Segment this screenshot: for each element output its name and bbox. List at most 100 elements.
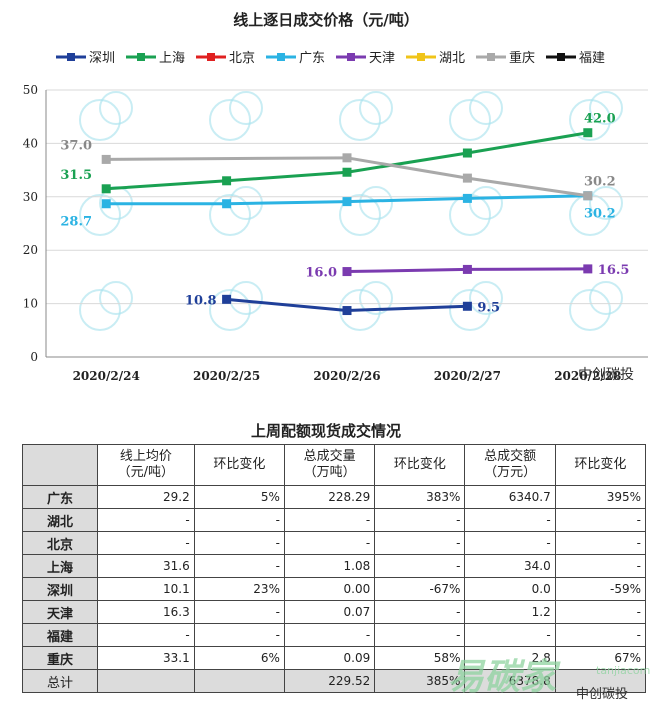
cell-turnover: 2.8 bbox=[464, 646, 556, 670]
price-chart: 线上逐日成交价格（元/吨） 深圳 上海 北京 广东 天津 湖北 重庆 福建 0 10 20 30 40 50… bbox=[23, 11, 648, 383]
row-region: 北京 bbox=[22, 531, 98, 555]
table-body: 广东 29.2 5% 228.29 383% 6340.7 395% 湖北 - … bbox=[22, 485, 647, 693]
data-label-4: 16.0 bbox=[305, 266, 337, 281]
series-line-3 bbox=[346, 196, 468, 204]
cell-volume-change: - bbox=[374, 554, 466, 578]
series-line-4 bbox=[467, 267, 588, 271]
y-tick-label: 50 bbox=[23, 83, 38, 97]
header-volume-change: 环比变化 bbox=[374, 444, 466, 486]
legend-label-2: 北京 bbox=[229, 51, 255, 66]
chart-title: 线上逐日成交价格（元/吨） bbox=[233, 11, 418, 29]
cell-volume-change: - bbox=[374, 531, 466, 555]
watermark-circle bbox=[569, 289, 611, 331]
series-line-1 bbox=[226, 170, 348, 183]
watermark-circle bbox=[209, 194, 251, 236]
table-row: 上海 31.6 - 1.08 - 34.0 - bbox=[22, 554, 647, 578]
watermark-circle bbox=[589, 91, 623, 125]
x-tick-label: 2020/2/28 bbox=[554, 369, 621, 383]
legend-marker-4 bbox=[347, 53, 355, 61]
data-label-1: 42.0 bbox=[584, 112, 616, 127]
row-region: 深圳 bbox=[22, 577, 98, 601]
series-line-4 bbox=[346, 267, 468, 274]
data-point-0 bbox=[222, 294, 232, 304]
cell-volume-change: 383% bbox=[374, 485, 466, 509]
y-tick-label: 20 bbox=[23, 243, 38, 257]
watermark-circle bbox=[209, 99, 251, 141]
cell-price-change bbox=[193, 669, 285, 693]
cell-volume-change: 58% bbox=[374, 646, 466, 670]
cell-volume: 0.00 bbox=[283, 577, 376, 601]
data-point-3 bbox=[342, 197, 352, 207]
header-price-change: 环比变化 bbox=[193, 444, 285, 486]
cell-volume: 228.29 bbox=[283, 485, 376, 509]
cell-price-change: - bbox=[193, 508, 285, 532]
data-point-1 bbox=[342, 167, 352, 177]
y-tick-label: 10 bbox=[23, 297, 38, 311]
data-point-6 bbox=[583, 191, 593, 201]
cell-turnover: 0.0 bbox=[464, 577, 556, 601]
data-label-1: 31.5 bbox=[60, 168, 92, 183]
watermark-circle bbox=[79, 194, 121, 236]
legend-label-7: 福建 bbox=[579, 51, 605, 66]
watermark-circle bbox=[449, 99, 491, 141]
cell-avg-price: 33.1 bbox=[97, 646, 195, 670]
cell-turnover: - bbox=[464, 508, 556, 532]
cell-turnover-change bbox=[554, 669, 647, 693]
table-row: 福建 - - - - - - bbox=[22, 623, 647, 647]
data-point-6 bbox=[462, 173, 472, 183]
cell-price-change: - bbox=[193, 600, 285, 624]
cell-volume-change: -67% bbox=[374, 577, 466, 601]
series-line-1 bbox=[346, 151, 468, 174]
watermark-circle bbox=[99, 91, 133, 125]
table-row: 广东 29.2 5% 228.29 383% 6340.7 395% bbox=[22, 485, 647, 509]
x-tick-label: 2020/2/27 bbox=[434, 369, 501, 383]
data-point-1 bbox=[222, 176, 232, 186]
watermark-circle bbox=[469, 91, 503, 125]
cell-turnover-change: - bbox=[554, 623, 647, 647]
data-label-6: 30.2 bbox=[584, 175, 616, 190]
table-total-row: 总计 229.52 385% 6378.8 bbox=[22, 669, 647, 693]
data-point-4 bbox=[342, 267, 352, 277]
series-line-3 bbox=[226, 200, 348, 206]
y-tick-label: 40 bbox=[23, 136, 38, 150]
data-point-1 bbox=[462, 148, 472, 158]
legend-label-3: 广东 bbox=[299, 51, 325, 66]
row-region: 广东 bbox=[22, 485, 98, 509]
watermark-circle bbox=[79, 99, 121, 141]
series-line-0 bbox=[346, 304, 468, 313]
y-tick-label: 0 bbox=[30, 350, 38, 364]
table-row: 湖北 - - - - - - bbox=[22, 508, 647, 532]
legend-marker-7 bbox=[557, 53, 565, 61]
legend-marker-3 bbox=[277, 53, 285, 61]
row-region: 上海 bbox=[22, 554, 98, 578]
y-tick-label: 30 bbox=[23, 190, 38, 204]
data-point-1 bbox=[583, 128, 593, 138]
series-line-6 bbox=[106, 156, 348, 161]
row-region: 湖北 bbox=[22, 508, 98, 532]
cell-volume: 0.09 bbox=[283, 646, 376, 670]
series-line-6 bbox=[467, 176, 589, 198]
data-label-0: 9.5 bbox=[477, 300, 500, 315]
cell-volume-change: - bbox=[374, 600, 466, 624]
data-point-6 bbox=[101, 154, 111, 164]
chart-watermark-brand: 中创碳投 bbox=[578, 367, 634, 383]
cell-price-change: - bbox=[193, 554, 285, 578]
watermark-circle bbox=[569, 99, 611, 141]
watermark-circle bbox=[359, 186, 393, 220]
legend-marker-0 bbox=[67, 53, 75, 61]
cell-avg-price bbox=[97, 669, 195, 693]
header-avg-price: 线上均价 （元/吨） bbox=[97, 444, 195, 486]
legend-marker-1 bbox=[137, 53, 145, 61]
watermark-circle bbox=[449, 289, 491, 331]
cell-turnover: 34.0 bbox=[464, 554, 556, 578]
cell-turnover: - bbox=[464, 623, 556, 647]
series-line-1 bbox=[467, 131, 589, 155]
watermark-circle bbox=[589, 186, 623, 220]
watermark-circle bbox=[79, 289, 121, 331]
legend-label-6: 重庆 bbox=[509, 50, 535, 66]
cell-volume: 1.08 bbox=[283, 554, 376, 578]
watermark-circle bbox=[339, 194, 381, 236]
table-title: 上周配额现货成交情况 bbox=[250, 422, 401, 440]
cell-avg-price: 29.2 bbox=[97, 485, 195, 509]
cell-turnover-change: - bbox=[554, 508, 647, 532]
